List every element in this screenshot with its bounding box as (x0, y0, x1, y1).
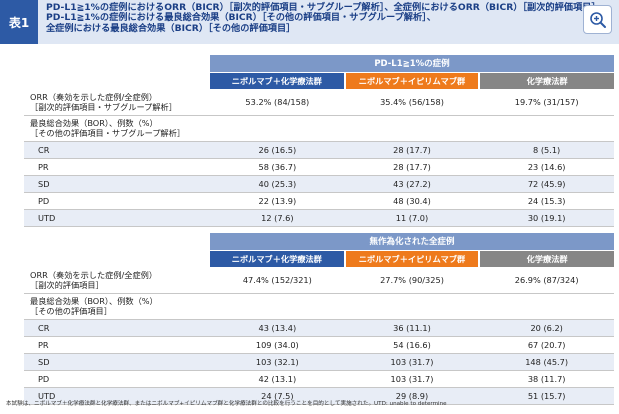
cell-value: 30 (19.1) (479, 209, 614, 227)
table-row: PD 22 (13.9) 48 (30.4) 24 (15.3) (24, 192, 614, 210)
results-table-all-randomized: 無作為化された全症例 ニボルマブ＋化学療法群 ニボルマブ＋イピリムマブ群 化学療… (24, 233, 614, 405)
cell-value: 38 (11.7) (479, 370, 614, 388)
row-label-line: ［副次的評価項目］ (30, 279, 104, 290)
row-label: CR (24, 319, 210, 337)
cell-value: 42 (13.1) (210, 370, 345, 388)
group-header-nivo-chemo: ニボルマブ＋化学療法群 (210, 72, 345, 89)
table-row: CR 26 (16.5) 28 (17.7) 8 (5.1) (24, 141, 614, 159)
orr-row-label: ORR（奏効を示した症例/全症例） ［副次的評価項目・サブグループ解析］ (24, 89, 210, 116)
orr-value: 19.7% (31/157) (479, 89, 614, 116)
cell-value: 8 (5.1) (479, 141, 614, 159)
group-header-chemo: 化学療法群 (478, 72, 614, 89)
group-header-chemo: 化学療法群 (478, 250, 614, 267)
table-banner: 無作為化された全症例 (210, 233, 614, 251)
row-label: PR (24, 336, 210, 354)
table-title-line: PD-L1≧1%の症例における最良総合効果（BICR）［その他の評価項目・サブグ… (46, 12, 436, 24)
cell-value: 148 (45.7) (479, 353, 614, 371)
cell-value: 26 (16.5) (210, 141, 345, 159)
orr-value: 47.4% (152/321) (210, 267, 345, 294)
table-title-line: 全症例における最良総合効果（BICR）［その他の評価項目］ (46, 22, 296, 34)
row-label-line: ORR（奏効を示した症例/全症例） (30, 269, 158, 280)
cell-value: 58 (36.7) (210, 158, 345, 176)
cell-value: 11 (7.0) (344, 209, 480, 227)
cell-value: 43 (27.2) (344, 175, 480, 193)
cell-value: 28 (17.7) (344, 158, 480, 176)
footnote: 本試験は、ニボルマブ＋化学療法群と化学療法群、またはニボルマブ+イピリムマブ群と… (6, 401, 447, 407)
orr-value: 35.4% (56/158) (344, 89, 480, 116)
row-label: SD (24, 353, 210, 371)
row-label-line: ［その他の評価項目］ (30, 306, 112, 316)
row-label: PD (24, 192, 210, 210)
cell-value: 103 (31.7) (344, 370, 480, 388)
orr-value: 26.9% (87/324) (479, 267, 614, 294)
table-row: CR 43 (13.4) 36 (11.1) 20 (6.2) (24, 319, 614, 337)
table-row: PR 109 (34.0) 54 (16.6) 67 (20.7) (24, 336, 614, 354)
cell-value: 103 (31.7) (344, 353, 480, 371)
row-label: CR (24, 141, 210, 159)
cell-value: 20 (6.2) (479, 319, 614, 337)
bor-section-label: 最良総合効果（BOR）、例数（%） ［その他の評価項目・サブグループ解析］ (24, 115, 614, 142)
cell-value: 28 (17.7) (344, 141, 480, 159)
row-label-line: 最良総合効果（BOR）、例数（%） (30, 296, 158, 306)
cell-value: 29 (8.9) (344, 387, 480, 405)
orr-value: 27.7% (90/325) (344, 267, 480, 294)
cell-value: 54 (16.6) (344, 336, 480, 354)
row-label: UTD (24, 387, 210, 405)
cell-value: 36 (11.1) (344, 319, 480, 337)
row-label: SD (24, 175, 210, 193)
group-header-nivo-ipi: ニボルマブ＋イピリムマブ群 (343, 250, 480, 267)
cell-value: 12 (7.6) (210, 209, 345, 227)
cell-value: 72 (45.9) (479, 175, 614, 193)
zoom-in-icon (589, 11, 606, 28)
cell-value: 48 (30.4) (344, 192, 480, 210)
table-title: PD-L1≧1%の症例におけるORR（BICR）［副次的評価項目・サブグループ解… (46, 2, 601, 34)
row-label: PR (24, 158, 210, 176)
cell-value: 24 (7.5) (210, 387, 345, 405)
row-label: UTD (24, 209, 210, 227)
row-label-line: ORR（奏効を示した症例/全症例） (30, 91, 158, 102)
header-bar: 表1 PD-L1≧1%の症例におけるORR（BICR）［副次的評価項目・サブグル… (0, 0, 619, 44)
group-header-nivo-ipi: ニボルマブ＋イピリムマブ群 (343, 72, 480, 89)
row-label: PD (24, 370, 210, 388)
cell-value: 23 (14.6) (479, 158, 614, 176)
bor-section-label: 最良総合効果（BOR）、例数（%） ［その他の評価項目］ (24, 293, 614, 320)
orr-value: 53.2% (84/158) (210, 89, 345, 116)
cell-value: 43 (13.4) (210, 319, 345, 337)
table-title-line: PD-L1≧1%の症例におけるORR（BICR）［副次的評価項目・サブグループ解… (46, 2, 601, 13)
orr-row-label: ORR（奏効を示した症例/全症例） ［副次的評価項目］ (24, 267, 210, 294)
table-row: UTD 12 (7.6) 11 (7.0) 30 (19.1) (24, 209, 614, 227)
table-row: SD 103 (32.1) 103 (31.7) 148 (45.7) (24, 353, 614, 371)
cell-value: 103 (32.1) (210, 353, 345, 371)
results-table-pdl1: PD-L1≧1%の症例 ニボルマブ＋化学療法群 ニボルマブ＋イピリムマブ群 化学… (24, 55, 614, 227)
zoom-button[interactable] (583, 5, 612, 34)
row-label-line: ［その他の評価項目・サブグループ解析］ (30, 128, 186, 138)
cell-value: 22 (13.9) (210, 192, 345, 210)
table-row: PD 42 (13.1) 103 (31.7) 38 (11.7) (24, 370, 614, 388)
table-row: PR 58 (36.7) 28 (17.7) 23 (14.6) (24, 158, 614, 176)
table-row: UTD 24 (7.5) 29 (8.9) 51 (15.7) (24, 387, 614, 405)
cell-value: 67 (20.7) (479, 336, 614, 354)
cell-value: 40 (25.3) (210, 175, 345, 193)
table-banner: PD-L1≧1%の症例 (210, 55, 614, 73)
table-number-tag: 表1 (0, 0, 38, 44)
row-label-line: ［副次的評価項目・サブグループ解析］ (30, 101, 177, 112)
cell-value: 51 (15.7) (479, 387, 614, 405)
table-row: SD 40 (25.3) 43 (27.2) 72 (45.9) (24, 175, 614, 193)
row-label-line: 最良総合効果（BOR）、例数（%） (30, 118, 158, 128)
group-header-nivo-chemo: ニボルマブ＋化学療法群 (210, 250, 345, 267)
cell-value: 24 (15.3) (479, 192, 614, 210)
cell-value: 109 (34.0) (210, 336, 345, 354)
